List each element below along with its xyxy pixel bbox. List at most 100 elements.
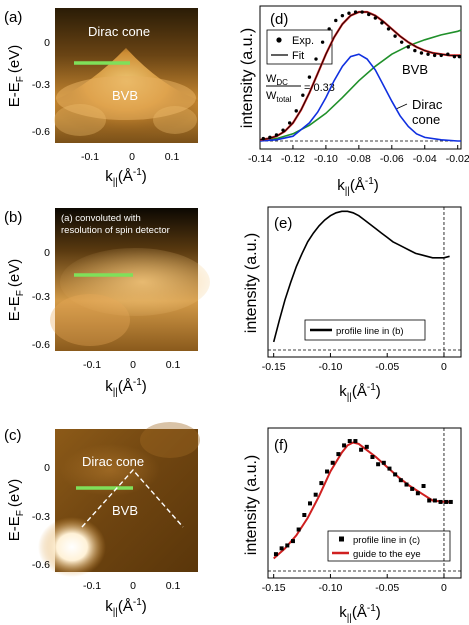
panel-d-ratio-numerator: WDC — [266, 73, 288, 87]
panel-d-exp-point — [360, 10, 364, 14]
panel-b-note-line1: (a) convoluted with — [61, 213, 141, 224]
panel-f-data-point — [444, 499, 449, 504]
panel-f-data-point — [448, 499, 453, 504]
panel-f-data-point — [319, 481, 324, 486]
panel-f-xtick-label: -0.10 — [318, 582, 342, 594]
panel-a-xtick-1: 0 — [129, 151, 135, 163]
panel-d-exp-point — [327, 27, 331, 31]
panel-d-exp-point — [353, 10, 358, 14]
panel-d-frame — [259, 5, 462, 150]
panel-a-ytick-2: -0.6 — [32, 126, 50, 138]
panel-a-xtick-0: -0.1 — [81, 151, 99, 163]
panel-d-exp-point — [367, 12, 371, 17]
panel-f-legend-guide: guide to the eye — [353, 549, 421, 560]
panel-c-ytick-1: -0.3 — [32, 511, 50, 523]
panel-f-legend-profile: profile line in (c) — [353, 535, 420, 546]
panel-d-exp-point — [406, 45, 410, 49]
panel-d-legend-fit: Fit — [292, 50, 304, 62]
panel-d-exp-point — [373, 16, 378, 20]
panel-f-xlabel: k||(Å-1) — [339, 603, 381, 624]
panel-b: (b) (a) convoluted with resolution of sp… — [4, 208, 210, 398]
panel-f-data-point — [376, 462, 381, 467]
panel-d-exp-point — [386, 27, 391, 31]
panel-f-data-point — [364, 444, 369, 449]
panel-d-exp-point — [340, 13, 345, 18]
panel-a-ytick-1: -0.3 — [32, 79, 50, 91]
panel-d-exp-point — [301, 93, 305, 97]
panel-a-xlabel: k||(Å-1) — [105, 167, 147, 188]
panel-d-exp-point — [281, 128, 285, 132]
panel-e-xtick-label: 0 — [441, 361, 447, 373]
panel-f-xtick-label: -0.05 — [375, 582, 399, 594]
panel-b-ylabel: E-EF(eV) — [6, 259, 26, 321]
panel-d-exp-point — [261, 136, 265, 141]
panel-f-data-point — [427, 498, 432, 503]
panel-d-cone-label: cone — [412, 112, 440, 127]
panel-d-exp-point — [320, 40, 325, 44]
panel-f-data-point — [415, 491, 420, 496]
panel-d-ylabel: intensity (a.u.) — [239, 28, 256, 128]
panel-a-bvb-label: BVB — [112, 88, 138, 103]
panel-b-label: (b) — [4, 209, 22, 226]
panel-f-frame — [267, 427, 462, 579]
panel-d-xtick-label: -0.08 — [347, 153, 371, 165]
panel-d-exp-point — [426, 52, 430, 56]
panel-f-data-point — [342, 443, 347, 448]
panel-d-dirac-pointer — [395, 103, 408, 110]
panel-c-xlabel: k||(Å-1) — [105, 597, 147, 618]
panel-f-data-point — [387, 466, 392, 471]
panel-d-exp-point — [334, 18, 338, 23]
panel-a-ytick-0: 0 — [44, 37, 50, 49]
panel-f-data-point — [325, 469, 330, 474]
panel-a-xticks: -0.1 0 0.1 — [81, 151, 179, 163]
panel-d-series-dirac-cone — [259, 53, 461, 142]
panel-d: (d) intensity (a.u.) k||(Å-1) Exp. Fit W… — [239, 5, 469, 197]
panel-d-exp-point — [307, 75, 312, 79]
panel-d-series-bvb — [259, 29, 462, 142]
panel-c-image — [38, 422, 200, 577]
panel-f-ylabel: intensity (a.u.) — [243, 455, 260, 555]
panel-c-dirac-cone-guide — [81, 468, 184, 528]
panel-e-xtick-label: -0.10 — [318, 361, 342, 373]
panel-f-data-point — [313, 492, 318, 497]
panel-b-ytick-2: -0.6 — [32, 339, 50, 351]
panel-a-ylabel: E-EF(eV) — [6, 45, 26, 107]
panel-d-exp-point — [393, 34, 397, 38]
panel-c-xticks: -0.1 0 0.1 — [83, 580, 180, 592]
panel-b-xtick-1: 0 — [130, 359, 136, 371]
panel-d-exp-point — [399, 40, 404, 44]
panel-f-data-point — [308, 501, 313, 506]
panel-c-xtick-1: 0 — [130, 580, 136, 592]
panel-d-exp-point — [268, 135, 272, 140]
panel-f-data-point — [273, 552, 278, 557]
panel-f-data-point — [438, 499, 443, 504]
panel-a-image — [54, 8, 198, 143]
panel-d-xtick-label: -0.02 — [446, 153, 469, 165]
panel-d-exp-point — [452, 54, 457, 59]
panel-b-xlabel: k||(Å-1) — [105, 377, 147, 398]
panel-c-ytick-0: 0 — [44, 462, 50, 474]
panel-f-data-point — [296, 527, 301, 532]
panel-f-data-point — [370, 455, 375, 459]
panel-b-image — [50, 208, 210, 351]
panel-d-exp-point — [432, 53, 437, 58]
panel-d-xlabel: k||(Å-1) — [337, 176, 379, 197]
panel-a: (a) Dirac cone BVB 0 -0.3 -0.6 -0.1 0 0.… — [4, 8, 198, 188]
panel-d-exp-point — [380, 21, 384, 25]
panel-d-exp-point — [419, 51, 424, 55]
panel-d-xtick-label: -0.04 — [413, 153, 437, 165]
panel-b-ytick-0: 0 — [44, 247, 50, 259]
panel-d-exp-point — [314, 57, 318, 61]
panel-d-exp-point — [287, 121, 292, 125]
panel-d-dirac-label: Dirac — [412, 97, 443, 112]
panel-d-xtick-label: -0.06 — [380, 153, 404, 165]
panel-f-data-point — [279, 546, 284, 551]
panel-f-xtick-label: -0.15 — [262, 582, 286, 594]
panel-c-ytick-2: -0.6 — [32, 559, 50, 571]
panel-f-data-point — [302, 513, 307, 517]
panel-b-note-line2: resolution of spin detector — [61, 225, 170, 236]
panel-c-dirac-cone-label: Dirac cone — [82, 454, 144, 469]
panel-f-label: (f) — [274, 437, 288, 454]
panel-c-ylabel: E-EF(eV) — [6, 479, 26, 541]
